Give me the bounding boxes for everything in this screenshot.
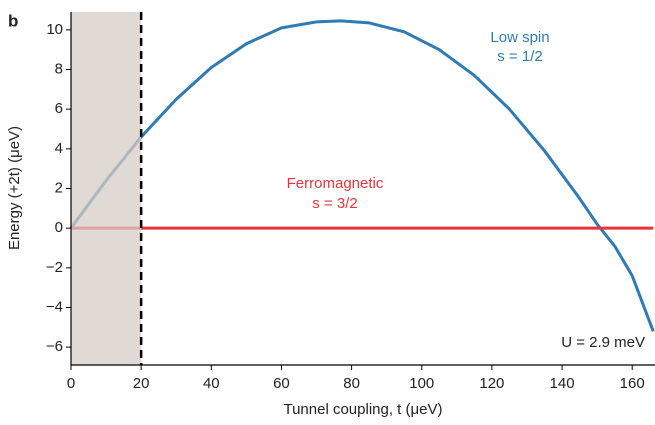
y-tick-label: 10 [46,21,63,38]
x-tick-label: 140 [550,375,575,392]
x-tick-label: 0 [67,375,75,392]
x-tick-label: 100 [409,375,434,392]
x-tick-label: 120 [479,375,504,392]
panel-label: b [8,11,18,30]
annotation: s = 3/2 [312,195,357,212]
x-tick-label: 40 [203,375,220,392]
annotation: s = 1/2 [497,48,542,65]
x-tick-label: 60 [273,375,290,392]
y-tick-label: −6 [46,338,63,355]
annotation: U = 2.9 meV [561,334,645,351]
y-tick-label: 2 [55,179,63,196]
x-tick-label: 20 [133,375,150,392]
shaded-region [71,12,142,365]
y-tick-label: 0 [55,219,63,236]
y-tick-label: 8 [55,60,63,77]
x-tick-label: 80 [343,375,360,392]
series-line [69,19,655,332]
x-tick-label: 160 [620,375,645,392]
y-tick-label: −4 [46,298,63,315]
y-tick-label: 4 [55,140,63,157]
annotation: Low spin [490,29,549,46]
y-axis-label: Energy (+2t) (μeV) [6,126,23,250]
y-tick-label: −2 [46,259,63,276]
x-axis-label: Tunnel coupling, t (μeV) [283,401,442,418]
y-tick-label: 6 [55,100,63,117]
annotation: Ferromagnetic [287,175,384,192]
